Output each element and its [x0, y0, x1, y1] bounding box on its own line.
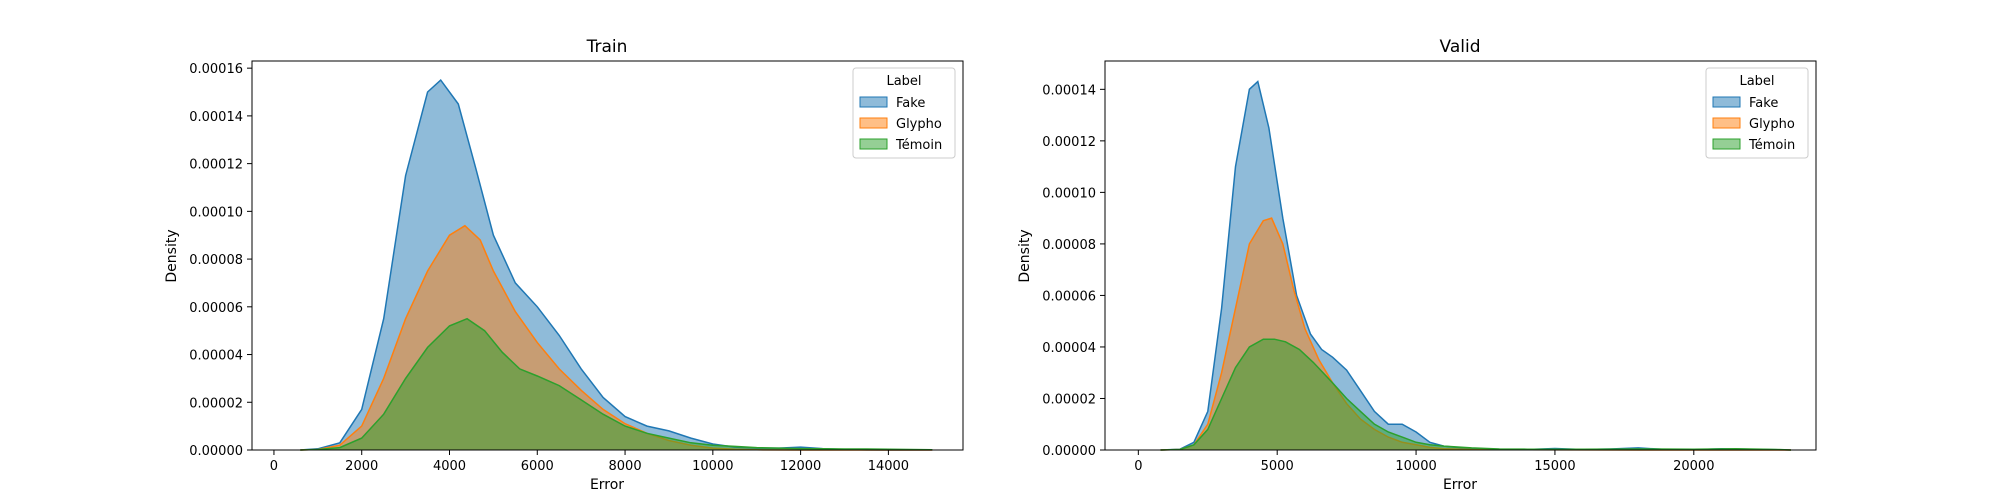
valid-legend-title: Label	[1739, 74, 1774, 89]
train-y-tick-label-8: 0.00016	[189, 62, 243, 77]
valid-x-tick-label-1: 5000	[1261, 459, 1294, 474]
valid-legend-label-0: Fake	[1749, 96, 1778, 111]
train-legend-title: Label	[886, 74, 921, 89]
valid-y-tick-label-1: 0.00002	[1042, 392, 1096, 407]
valid-y-tick-label-2: 0.00004	[1042, 341, 1096, 356]
train-x-tick-label-3: 6000	[521, 459, 554, 474]
valid-y-tick-label-7: 0.00014	[1042, 83, 1096, 98]
train-legend-swatch-1	[859, 117, 888, 129]
valid-x-tick-label-4: 20000	[1673, 459, 1714, 474]
train-legend-box	[852, 67, 956, 159]
train-y-axis-label: Density	[164, 229, 180, 282]
train-x-tick-label-0: 0	[270, 459, 278, 474]
train-x-tick-label-4: 8000	[609, 459, 642, 474]
train-density-areas	[300, 78, 933, 451]
train-x-axis-label: Error	[590, 477, 624, 493]
train-x-tick-label-7: 14000	[868, 459, 909, 474]
train-y-tick-label-0: 0.00000	[189, 444, 243, 459]
train-y-tick-label-1: 0.00002	[189, 396, 243, 411]
train-plot-frame	[251, 60, 964, 451]
valid-legend: Label Fake Glypho Témoin	[1705, 67, 1809, 159]
valid-legend-swatch-1	[1712, 117, 1741, 129]
valid-x-tick-label-0: 0	[1134, 459, 1142, 474]
train-legend-label-1: Glypho	[896, 117, 942, 132]
train-title: Train	[586, 37, 628, 57]
valid-panel: Valid Density Error 0 5000 10000 15000 20000…	[1017, 37, 1817, 493]
valid-y-tick-label-5: 0.00010	[1042, 186, 1096, 201]
valid-curve-2	[1160, 338, 1792, 451]
valid-x-tick-label-3: 15000	[1534, 459, 1575, 474]
valid-legend-swatch-0	[1712, 96, 1741, 108]
train-legend-label-0: Fake	[896, 96, 925, 111]
valid-y-axis-label: Density	[1017, 229, 1033, 282]
train-x-tick-label-2: 4000	[433, 459, 466, 474]
train-x-tick-label-5: 10000	[692, 459, 733, 474]
train-area-2	[300, 318, 933, 450]
valid-x-axis-label: Error	[1443, 477, 1477, 493]
train-x-axis: 0 2000 4000 6000 8000 10000 12000 14000	[270, 450, 909, 474]
valid-legend-label-1: Glypho	[1749, 117, 1795, 132]
train-y-tick-label-7: 0.00014	[189, 110, 243, 125]
valid-y-tick-label-6: 0.00012	[1042, 135, 1096, 150]
train-curve-2	[300, 317, 933, 451]
valid-title: Valid	[1440, 37, 1481, 57]
train-legend-swatch-0	[859, 96, 888, 108]
train-y-axis: 0.00000 0.00002 0.00004 0.00006 0.00008 0.000…	[189, 62, 252, 459]
train-y-tick-label-5: 0.00010	[189, 205, 243, 220]
valid-area-2	[1160, 339, 1791, 450]
valid-legend-box	[1705, 67, 1809, 159]
valid-x-axis: 0 5000 10000 15000 20000	[1134, 450, 1714, 474]
train-y-tick-label-4: 0.00008	[189, 253, 243, 268]
train-x-tick-label-1: 2000	[345, 459, 378, 474]
valid-y-axis: 0.00000 0.00002 0.00004 0.00006 0.00008 0.000…	[1042, 83, 1105, 459]
train-y-tick-label-2: 0.00004	[189, 349, 243, 364]
valid-density-areas	[1160, 80, 1792, 451]
valid-legend-swatch-2	[1712, 138, 1741, 150]
train-y-tick-label-6: 0.00012	[189, 158, 243, 173]
valid-x-tick-label-2: 10000	[1395, 459, 1436, 474]
valid-plot-frame	[1104, 60, 1817, 451]
valid-legend-label-2: Témoin	[1748, 138, 1795, 153]
train-panel: Train Density Error 0 2000 4000 6000 8000 100…	[164, 37, 964, 493]
train-legend-swatch-2	[859, 138, 888, 150]
train-legend-label-2: Témoin	[895, 138, 942, 153]
train-x-tick-label-6: 12000	[780, 459, 821, 474]
train-legend: Label Fake Glypho Témoin	[852, 67, 956, 159]
valid-y-tick-label-4: 0.00008	[1042, 238, 1096, 253]
train-y-tick-label-3: 0.00006	[189, 301, 243, 316]
valid-y-tick-label-0: 0.00000	[1042, 444, 1096, 459]
valid-y-tick-label-3: 0.00006	[1042, 289, 1096, 304]
